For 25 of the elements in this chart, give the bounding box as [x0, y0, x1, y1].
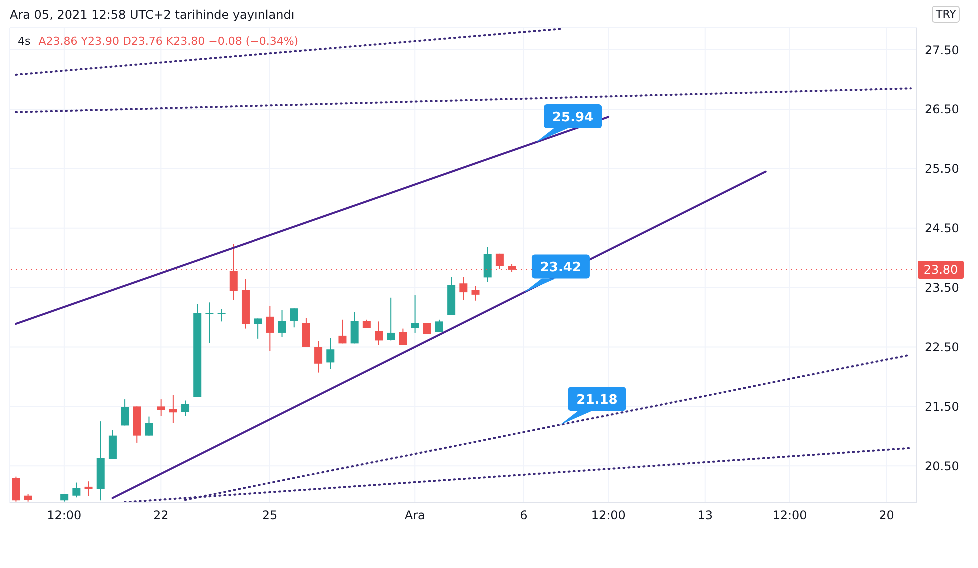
y-tick-label: 26.50 [925, 102, 960, 117]
annotation: A23.86 Y23.90 D23.76 K23.80 −0.08 (−0.34%) [38, 35, 299, 48]
x-tick-label: 12:00 [47, 508, 82, 523]
ref-line-label: 23.80 [924, 262, 958, 277]
x-tick-label: 12:00 [591, 508, 626, 523]
y-tick-label: 21.50 [925, 400, 960, 414]
annotation: 23.42 [540, 260, 582, 276]
x-tick-label: Ara [404, 508, 426, 523]
text: TRY [932, 6, 960, 23]
y-tick-label: 27.50 [925, 43, 960, 58]
chart-title: Ara 05, 2021 12:58 UTC+2 tarihinde yayınlandı [10, 8, 295, 22]
y-tick-label: 22.50 [925, 340, 960, 355]
x-tick-label: 22 [154, 508, 169, 523]
x-tick-label: 13 [698, 508, 714, 523]
x-tick-label: 6 [520, 508, 528, 523]
x-tick-label: 25 [262, 508, 278, 523]
y-tick-label: 23.50 [925, 281, 960, 296]
y-tick-label: 20.50 [925, 459, 960, 474]
annotation: 25.94 [552, 110, 594, 126]
y-tick-label: 25.50 [925, 162, 960, 176]
annotation: 21.18 [576, 393, 618, 408]
x-tick-label: 20 [879, 508, 894, 523]
text: 4s [18, 35, 31, 48]
y-tick-label: 24.50 [925, 222, 960, 236]
x-tick-label: 12:00 [772, 508, 808, 523]
